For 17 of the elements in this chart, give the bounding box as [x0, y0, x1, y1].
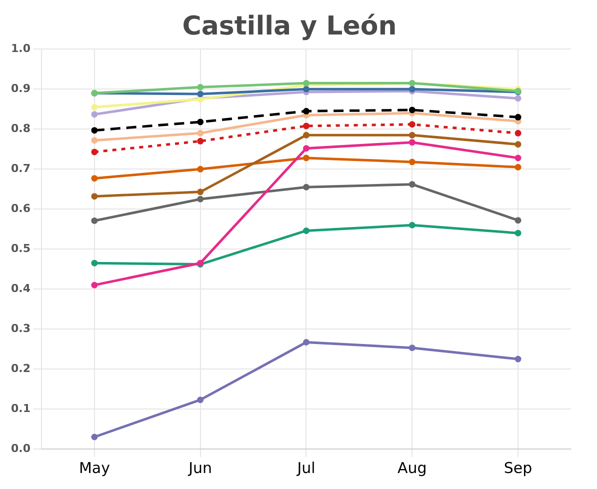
x-tick-label: Jun — [188, 458, 212, 477]
y-tick-label: 0.5 — [10, 242, 30, 255]
x-tick-label: Sep — [504, 458, 532, 477]
y-tick-label: 0.0 — [10, 442, 31, 455]
x-tick-label: Jul — [296, 458, 316, 477]
y-tick-label: 0.9 — [10, 82, 30, 96]
y-tick-label: 0.3 — [10, 322, 30, 335]
y-tick-label: 0.4 — [10, 282, 31, 295]
x-tick-label: Aug — [397, 458, 427, 477]
y-tick-label: 0.1 — [10, 402, 30, 415]
y-tick-label: 0.6 — [10, 202, 31, 215]
y-tick-label: 1.0 — [10, 42, 31, 56]
y-tick-label: 0.8 — [10, 122, 30, 136]
x-tick-label: May — [78, 458, 110, 477]
y-tick-label: 0.2 — [10, 362, 30, 375]
y-tick-label: 0.7 — [10, 162, 30, 175]
chart-title: Castilla y León — [182, 11, 397, 42]
